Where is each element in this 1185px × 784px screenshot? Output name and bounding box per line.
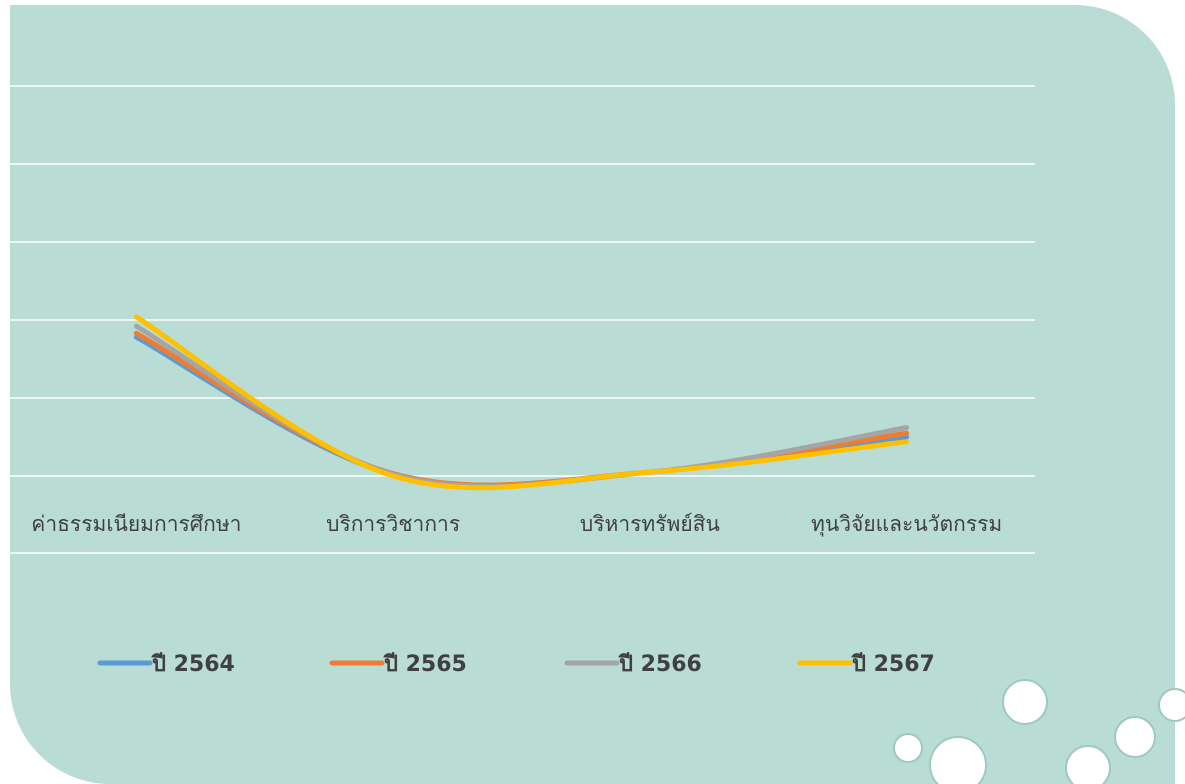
legend-label: ปี 2567 xyxy=(851,652,935,677)
series-line xyxy=(133,314,910,491)
legend-label: ปี 2565 xyxy=(383,652,467,677)
panel xyxy=(10,5,1175,784)
x-tick-label: ทุนวิจัยและนวัตกรรม xyxy=(811,512,1002,537)
decor xyxy=(893,679,1185,784)
legend-label: ปี 2566 xyxy=(618,652,702,677)
legend-label: ปี 2564 xyxy=(151,652,235,677)
x-tick-label: บริการวิชาการ xyxy=(326,512,460,536)
x-tick-label: บริหารทรัพย์สิน xyxy=(580,512,720,536)
x-tick-label: ค่าธรรมเนียมการศึกษา xyxy=(31,512,241,536)
